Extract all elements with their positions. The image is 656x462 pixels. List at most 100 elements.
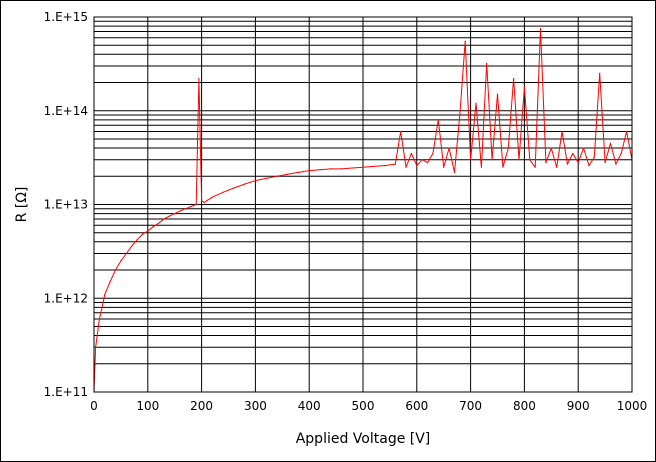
series-point [120,260,122,262]
x-tick-label: 400 [298,399,321,413]
series-point [464,40,466,42]
x-tick-label: 0 [90,399,98,413]
series-group [93,28,633,393]
series-point [588,165,590,167]
series-point [507,147,509,149]
series-point [480,166,482,168]
series-point [593,156,595,158]
series-point [174,213,176,215]
series-point [158,222,160,224]
series-point [131,245,133,247]
series-point [410,152,412,155]
series-point [319,169,321,171]
series-point [244,183,246,185]
series-point [502,166,504,168]
series-point [203,201,205,204]
series-point [448,147,450,149]
series-point [96,335,98,337]
series-point [599,72,601,74]
series-point [147,230,149,232]
series-point [152,226,154,228]
series-point [125,252,127,255]
series-point [453,171,456,173]
x-tick-label: 900 [567,399,590,413]
series-point [104,293,106,295]
series-point [330,168,332,170]
series-point [168,215,170,217]
x-tick-label: 1000 [617,399,648,413]
series-point [556,166,558,168]
series-point [101,306,103,308]
series-point [615,163,617,165]
x-tick-labels: 0 100 200 300 400 500 600 700 800 900 1000 [90,399,647,413]
x-tick-label: 800 [513,399,536,413]
series-point [626,130,628,133]
y-tick-labels: 1.E+11 1.E+12 1.E+13 1.E+14 1.E+15 [44,10,88,399]
series-point [308,170,310,172]
series-point [475,102,477,104]
x-tick-label: 500 [352,399,375,413]
series-point [222,191,224,193]
x-tick-label: 600 [405,399,428,413]
series-point [98,318,100,320]
series-point [201,200,203,202]
series-point [136,239,138,241]
series-point [539,28,542,30]
series-point [95,346,97,348]
series-point [340,168,343,170]
series-point [566,163,569,165]
series-point [254,180,256,182]
series-point [523,86,526,88]
series-point [141,233,143,235]
series-point [529,159,531,161]
x-tick-label: 700 [459,399,482,413]
series-point [233,187,235,189]
series-point [486,62,488,64]
x-tick-label: 100 [136,399,159,413]
plot-area-border [93,16,633,393]
series-point [206,200,208,202]
series-point [195,203,197,206]
series-point [561,130,563,133]
series-point [400,130,402,133]
series-point [427,162,429,164]
series-point [518,159,520,161]
series-point [491,159,493,161]
series-point [545,162,547,164]
series-point [198,78,200,80]
series-point [297,171,299,173]
x-tick-label: 300 [244,399,267,413]
series-point [351,167,353,169]
series-point [114,269,117,271]
y-tick-label: 1.E+11 [44,385,88,399]
y-tick-label: 1.E+15 [44,10,88,24]
series-point [383,165,386,167]
series-point [190,206,192,208]
series-point [109,281,111,283]
series-point [534,166,536,168]
series-point [609,142,612,144]
series-point [373,165,375,167]
series-point [179,210,181,212]
series-point [184,208,187,210]
series-point [163,218,165,220]
series-point [583,147,585,149]
series-point [470,159,472,161]
series-point [604,162,606,164]
y-tick-label: 1.E+14 [44,104,88,118]
series-point [432,152,434,155]
x-tick-label: 200 [190,399,213,413]
series-point [572,152,574,155]
series-point [276,175,278,177]
series-point [437,119,439,121]
series-point [577,162,579,164]
series-point [421,159,423,161]
series-point [265,177,267,179]
series-point [362,166,364,168]
y-tick-label: 1.E+12 [44,291,88,305]
series-point [620,152,622,155]
x-axis-title: Applied Voltage [V] [296,431,431,447]
series-point [459,114,461,116]
